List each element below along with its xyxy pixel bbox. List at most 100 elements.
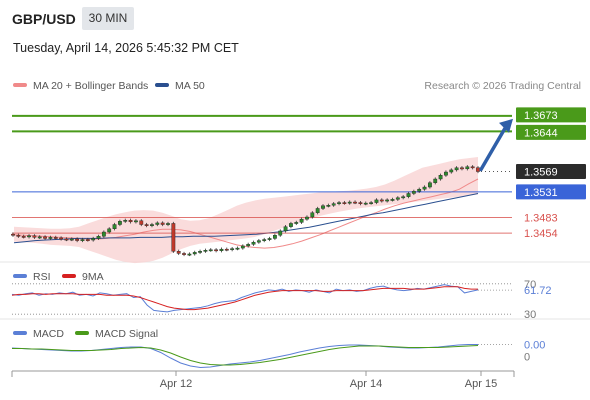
candle (428, 183, 431, 187)
candle (54, 237, 57, 238)
level-label-1.3454: 1.3454 (524, 228, 558, 240)
candle (177, 251, 180, 253)
candle (273, 235, 276, 238)
candle (439, 175, 442, 179)
candle (17, 235, 20, 236)
candle (444, 172, 447, 175)
candle (49, 237, 52, 238)
candle (412, 191, 415, 193)
candle (476, 168, 479, 172)
candle (353, 202, 356, 203)
candle (284, 227, 287, 231)
candle (86, 240, 89, 241)
candle (380, 200, 383, 201)
candle (364, 203, 367, 204)
candle (102, 232, 105, 236)
candle (182, 253, 185, 254)
candle (236, 248, 239, 249)
candle (230, 249, 233, 250)
candle (455, 168, 458, 170)
current-price-tag-text: 1.3569 (524, 167, 558, 179)
candle (252, 242, 255, 244)
candle (466, 167, 469, 169)
candle (11, 234, 14, 235)
candle (369, 203, 372, 204)
candle (108, 229, 111, 232)
candle (300, 219, 303, 222)
candle (134, 221, 137, 222)
candle (295, 222, 298, 223)
candle (140, 221, 143, 225)
candle (118, 221, 121, 224)
candle (161, 223, 164, 225)
candle (343, 203, 346, 204)
bollinger-band-area (14, 157, 478, 263)
candle (172, 223, 175, 251)
candle (423, 187, 426, 189)
candle (43, 237, 46, 239)
candle (263, 240, 266, 241)
candle (257, 241, 260, 243)
candle (396, 198, 399, 200)
time-tick-label: Apr 15 (465, 378, 497, 390)
candle (70, 239, 73, 240)
time-axis: Apr 12 Apr 14 Apr 15 (12, 371, 514, 390)
candle (348, 202, 351, 203)
candle (241, 246, 244, 248)
candle (38, 237, 41, 238)
candle (27, 236, 30, 237)
candle (407, 193, 410, 196)
candle (246, 244, 249, 246)
candle (434, 179, 437, 183)
price-panel: 1.3673 1.3644 1.3531 1.3483 1.3454 1.3569 (0, 107, 590, 263)
candle (321, 206, 324, 209)
level-label-1.3483: 1.3483 (524, 213, 558, 225)
candle (65, 239, 68, 240)
candle (450, 170, 453, 172)
candle (166, 223, 169, 224)
candle (327, 205, 330, 206)
candle (418, 189, 421, 191)
candle (214, 250, 217, 251)
candle (225, 249, 228, 250)
level-tag-text-1.3673: 1.3673 (524, 110, 558, 122)
candle (204, 250, 207, 251)
candle (91, 238, 94, 240)
candle (193, 252, 196, 254)
candle (59, 238, 62, 239)
candle (375, 200, 378, 203)
candle (359, 203, 362, 204)
candle (22, 236, 25, 237)
candle (145, 225, 148, 226)
rsi-current-value: 61.72 (524, 285, 552, 297)
candle (156, 223, 159, 225)
candle (198, 251, 201, 252)
candle (289, 223, 292, 226)
candle (209, 250, 212, 251)
candle (75, 239, 78, 241)
candle (268, 238, 271, 239)
level-tag-text-1.3644: 1.3644 (524, 127, 558, 139)
candle (150, 225, 153, 226)
candle (391, 199, 394, 200)
candle (337, 203, 340, 204)
candle (332, 204, 335, 206)
candle (279, 231, 282, 235)
candle (97, 236, 100, 238)
candle (471, 167, 474, 168)
candle (316, 208, 319, 212)
macd-tick-zero: 0 (524, 352, 530, 364)
candle (33, 236, 36, 238)
candle (188, 254, 191, 255)
candle (129, 220, 132, 222)
candle (124, 220, 127, 221)
rsi-tick-30: 30 (524, 309, 536, 321)
candle (401, 197, 404, 198)
candle (81, 240, 84, 241)
candle (220, 249, 223, 251)
candle (305, 217, 308, 219)
candle (113, 225, 116, 229)
level-tag-text-1.3531: 1.3531 (524, 187, 558, 199)
